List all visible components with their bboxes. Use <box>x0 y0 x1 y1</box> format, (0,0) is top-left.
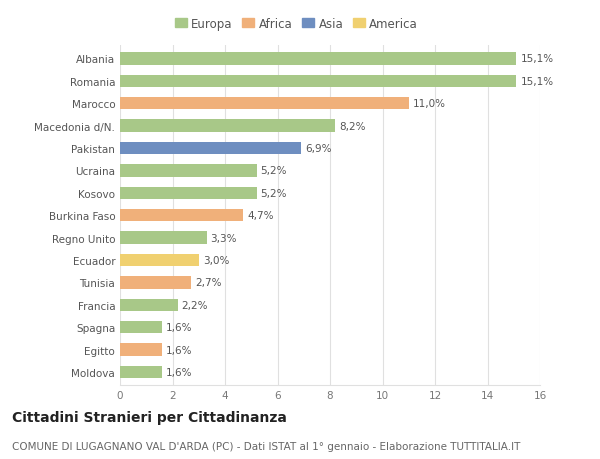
Bar <box>120 120 335 133</box>
Text: COMUNE DI LUGAGNANO VAL D'ARDA (PC) - Dati ISTAT al 1° gennaio - Elaborazione TU: COMUNE DI LUGAGNANO VAL D'ARDA (PC) - Da… <box>12 441 520 451</box>
Text: 8,2%: 8,2% <box>339 121 365 131</box>
Bar <box>120 254 199 267</box>
Text: 15,1%: 15,1% <box>520 77 553 87</box>
Legend: Europa, Africa, Asia, America: Europa, Africa, Asia, America <box>175 18 418 31</box>
Bar <box>120 321 162 334</box>
Bar <box>120 76 517 88</box>
Text: 2,2%: 2,2% <box>182 300 208 310</box>
Text: 3,3%: 3,3% <box>211 233 237 243</box>
Bar <box>120 165 257 177</box>
Text: 1,6%: 1,6% <box>166 345 193 355</box>
Bar <box>120 210 244 222</box>
Bar <box>120 277 191 289</box>
Bar <box>120 187 257 200</box>
Text: 4,7%: 4,7% <box>247 211 274 221</box>
Text: 1,6%: 1,6% <box>166 367 193 377</box>
Bar <box>120 143 301 155</box>
Text: 1,6%: 1,6% <box>166 323 193 332</box>
Bar <box>120 344 162 356</box>
Bar <box>120 98 409 110</box>
Bar <box>120 299 178 311</box>
Text: 11,0%: 11,0% <box>413 99 446 109</box>
Text: 5,2%: 5,2% <box>260 188 287 198</box>
Bar <box>120 232 206 244</box>
Text: 15,1%: 15,1% <box>520 54 553 64</box>
Bar <box>120 366 162 378</box>
Bar <box>120 53 517 66</box>
Text: 6,9%: 6,9% <box>305 144 332 154</box>
Text: 2,7%: 2,7% <box>195 278 221 288</box>
Text: 5,2%: 5,2% <box>260 166 287 176</box>
Text: 3,0%: 3,0% <box>203 255 229 265</box>
Text: Cittadini Stranieri per Cittadinanza: Cittadini Stranieri per Cittadinanza <box>12 411 287 425</box>
